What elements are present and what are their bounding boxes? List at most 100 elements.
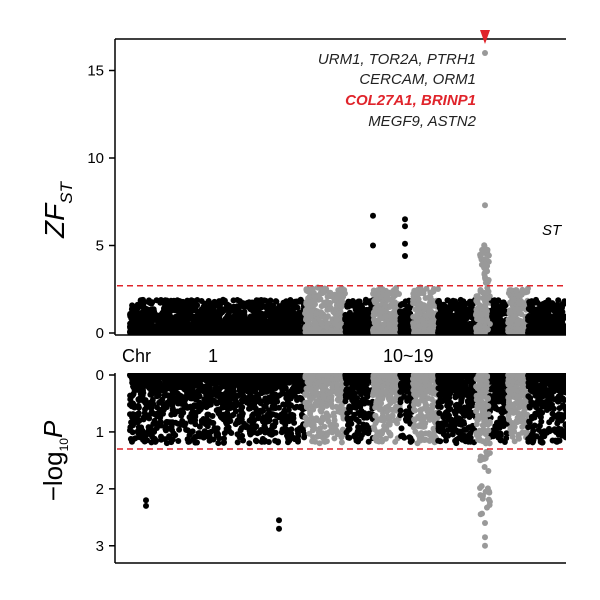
zfst-point [174, 313, 181, 320]
zfst-point [562, 329, 566, 335]
zfst-point [162, 297, 169, 304]
zfst-point [484, 317, 491, 324]
zfst-point [141, 308, 147, 315]
zfst-point [307, 299, 314, 306]
pvalue-point [232, 421, 239, 428]
zfst-point [157, 324, 164, 331]
zfst-point [214, 328, 221, 335]
zfst-point [524, 288, 531, 295]
zfst-point [304, 322, 311, 329]
zfst-point [461, 302, 468, 309]
pvalue-point [172, 432, 179, 439]
zfst-outlier-point [402, 216, 408, 223]
zfst-point [180, 324, 187, 331]
pvalue-point [291, 419, 298, 426]
zfst-point [507, 328, 514, 335]
zfst-point [482, 261, 488, 268]
zfst-point [381, 329, 387, 335]
zfst-point [318, 330, 325, 335]
zfst-point [380, 321, 387, 328]
zfst-point [273, 298, 280, 305]
zfst-point [128, 315, 135, 322]
zfst-point [423, 285, 430, 292]
zfst-point [230, 297, 237, 304]
zfst-point [465, 306, 472, 313]
zfst-point [387, 329, 393, 335]
zfst-point [391, 309, 398, 316]
zfst-point [529, 325, 536, 332]
zfst-point [493, 302, 500, 309]
zfst-point [246, 323, 253, 330]
zfst-point [311, 294, 318, 300]
zfst-point [312, 326, 319, 333]
zfst-point [210, 308, 217, 314]
zfst-point [259, 313, 266, 320]
zfst-point [509, 316, 516, 323]
zfst-point [441, 324, 448, 331]
zfst-point [532, 312, 539, 319]
zfst-point [379, 286, 386, 293]
zfst-point [533, 296, 539, 303]
zfst-point [544, 323, 551, 330]
zfst-point [544, 329, 551, 335]
zfst-point [349, 298, 356, 304]
zfst-point [257, 324, 264, 331]
pvalue-point [142, 432, 149, 439]
zfst-point [288, 320, 295, 327]
zfst-point [150, 306, 157, 313]
zfst-point [428, 326, 434, 332]
zfst-tick-label: 0 [96, 325, 104, 342]
pvalue-point [279, 428, 286, 435]
zfst-point [515, 300, 522, 307]
zfst-point [258, 297, 265, 303]
pvalue-point [194, 439, 200, 446]
zfst-point [129, 329, 136, 335]
zfst-point [229, 330, 235, 335]
zfst-point [416, 290, 423, 297]
zfst-point [534, 318, 541, 324]
zfst-y-label: ZFST [39, 180, 76, 239]
zfst-point [270, 306, 277, 313]
zfst-point [559, 308, 566, 315]
zfst-point [255, 318, 262, 325]
zfst-point [538, 307, 545, 314]
pvalue-point [127, 401, 133, 408]
zfst-point [321, 299, 328, 306]
zfst-point [210, 315, 217, 322]
zfst-point [402, 298, 409, 305]
zfst-point [232, 306, 238, 313]
zfst-point [477, 311, 484, 318]
zfst-point [288, 301, 295, 308]
pvalue-point [213, 400, 220, 407]
zfst-point [322, 315, 328, 322]
zfst-point [362, 299, 369, 306]
zfst-point [346, 309, 353, 316]
zfst-point [513, 287, 520, 294]
zfst-point [416, 327, 422, 334]
zfst-point [293, 298, 300, 305]
zfst-point [515, 292, 521, 299]
zfst-point [240, 309, 247, 316]
x-axis-title: Chr [122, 346, 151, 366]
zfst-point [233, 314, 240, 320]
zfst-point [373, 293, 380, 300]
zfst-point [167, 298, 174, 305]
peak-arrow-icon [480, 30, 490, 44]
zfst-point [236, 325, 243, 331]
zfst-point [165, 322, 172, 329]
pvalue-point [158, 422, 164, 429]
zfst-point [172, 299, 179, 306]
zfst-point [457, 309, 463, 316]
zfst-point [386, 321, 393, 328]
zfst-point [359, 304, 365, 310]
zfst-point [444, 304, 451, 311]
zfst-point [324, 293, 331, 300]
zfst-point [245, 317, 252, 324]
pvalue-point [146, 384, 153, 391]
zfst-point [546, 303, 553, 310]
chr-label-1: 1 [208, 346, 218, 366]
zfst-point [489, 329, 496, 335]
zfst-tick-label: 15 [87, 63, 104, 80]
zfst-point [477, 287, 484, 293]
zfst-point [293, 324, 300, 331]
